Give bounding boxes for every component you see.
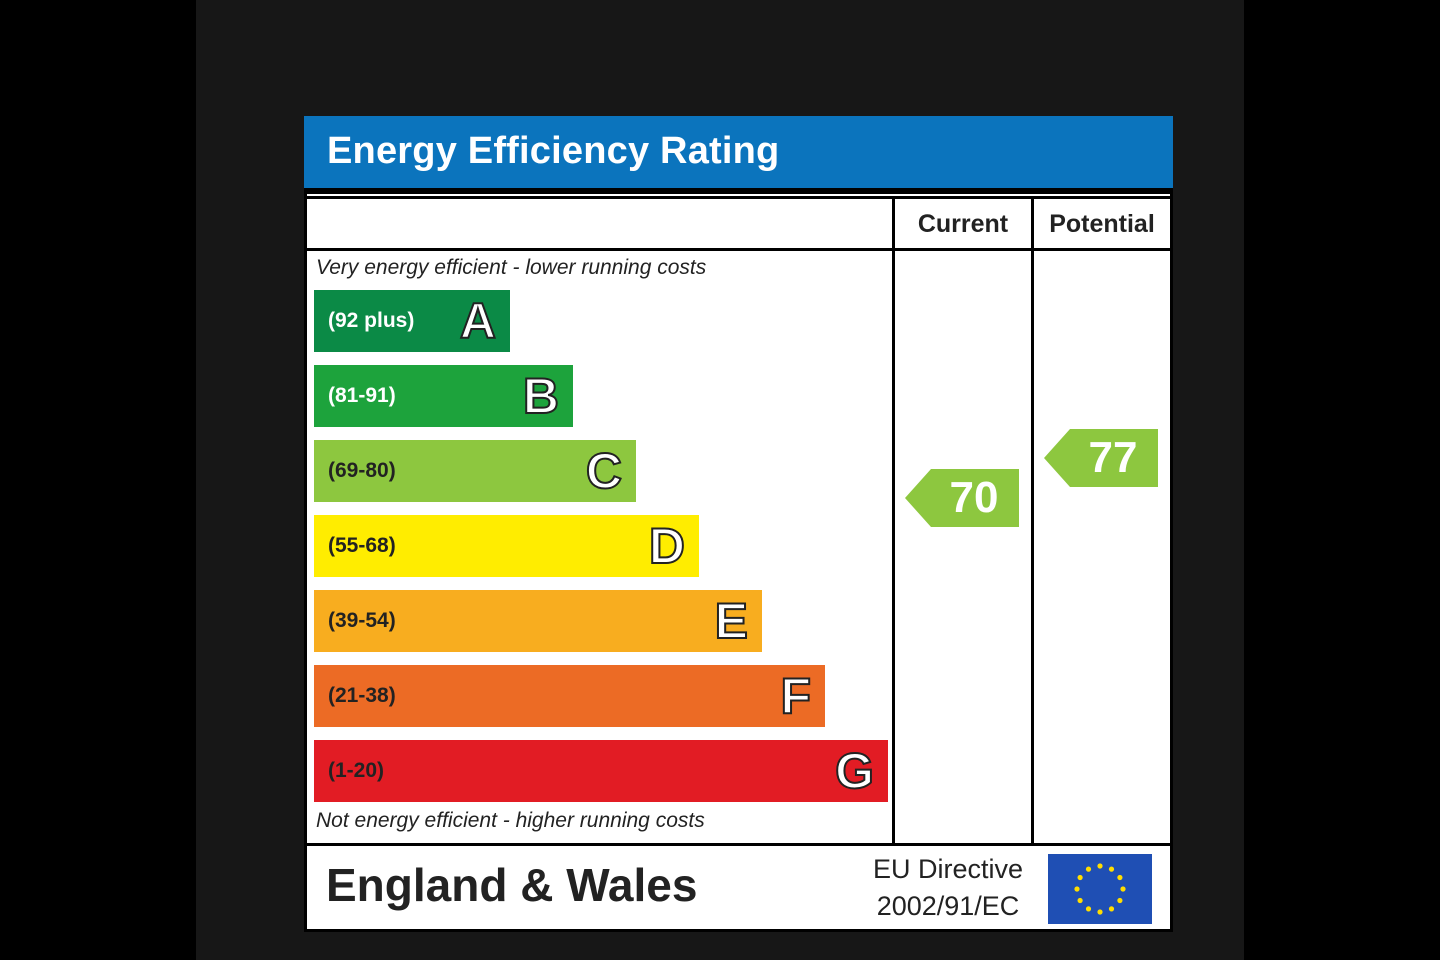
- frame-top: [304, 196, 1173, 199]
- band-letter-label: B: [522, 367, 560, 425]
- band-range-label: (81-91): [328, 384, 396, 407]
- potential-arrow-shape: [1044, 429, 1158, 487]
- band-letter-label: A: [459, 292, 497, 350]
- band-range-label: (1-20): [328, 759, 385, 782]
- eu-star-icon: [1108, 906, 1115, 912]
- eu-directive-label: EU Directive: [872, 854, 1024, 884]
- band-range-label: (69-80): [328, 459, 396, 482]
- footer-divider: [304, 843, 1173, 846]
- potential-column-header: Potential: [1049, 210, 1155, 238]
- current-column-header: Current: [917, 210, 1009, 238]
- efficient-note: Very energy efficient - lower running co…: [316, 256, 707, 279]
- band-b: (81-91) B: [314, 365, 573, 427]
- band-d: (55-68) D: [314, 515, 699, 577]
- inefficient-note: Not energy efficient - higher running co…: [316, 809, 705, 832]
- eu-star-icon: [1085, 906, 1092, 912]
- eu-star-icon: [1085, 866, 1092, 872]
- eu-star-icon: [1117, 897, 1123, 904]
- eu-star-icon: [1077, 897, 1083, 904]
- eu-star-icon: [1097, 863, 1103, 869]
- region-label: England & Wales: [326, 859, 698, 911]
- band-letter-label: C: [585, 442, 623, 500]
- eu-stars-icon: [1074, 863, 1126, 915]
- header-row-divider: [304, 248, 1173, 251]
- eu-star-icon: [1097, 909, 1103, 915]
- eu-star-icon: [1120, 886, 1126, 892]
- band-f: (21-38) F: [314, 665, 825, 727]
- frame-right: [1170, 194, 1173, 932]
- current-rating-value: 70: [949, 473, 999, 522]
- eu-directive-number: 2002/91/EC: [876, 891, 1020, 921]
- band-e: (39-54) E: [314, 590, 762, 652]
- band-range-label: (39-54): [328, 609, 396, 632]
- eu-star-icon: [1117, 874, 1123, 881]
- current-rating-arrow: 70: [905, 469, 1019, 527]
- band-range-label: (92 plus): [328, 309, 415, 332]
- band-c: (69-80) C: [314, 440, 636, 502]
- potential-column-divider: [1031, 196, 1034, 846]
- band-range-label: (21-38): [328, 684, 396, 707]
- potential-rating-value: 77: [1088, 433, 1138, 482]
- band-letter-label: E: [714, 592, 749, 650]
- current-column-divider: [892, 196, 895, 846]
- band-g: (1-20) G: [314, 740, 888, 802]
- band-letter-label: D: [648, 517, 686, 575]
- chart-title: Energy Efficiency Rating: [327, 130, 780, 172]
- eu-star-icon: [1074, 886, 1080, 892]
- band-letter-label: G: [834, 742, 875, 800]
- potential-rating-arrow: 77: [1044, 429, 1158, 487]
- frame-bottom: [304, 929, 1173, 932]
- frame-left: [304, 194, 307, 932]
- energy-rating-card: Energy Efficiency Rating Current Potenti…: [304, 116, 1173, 932]
- eu-star-icon: [1108, 866, 1115, 872]
- current-arrow-shape: [905, 469, 1019, 527]
- band-range-label: (55-68): [328, 534, 396, 557]
- eu-star-icon: [1077, 874, 1083, 881]
- title-bar: Energy Efficiency Rating: [304, 116, 1173, 194]
- band-letter-label: F: [779, 667, 812, 725]
- band-a: (92 plus) A: [314, 290, 510, 352]
- eu-flag-icon: [1048, 854, 1152, 924]
